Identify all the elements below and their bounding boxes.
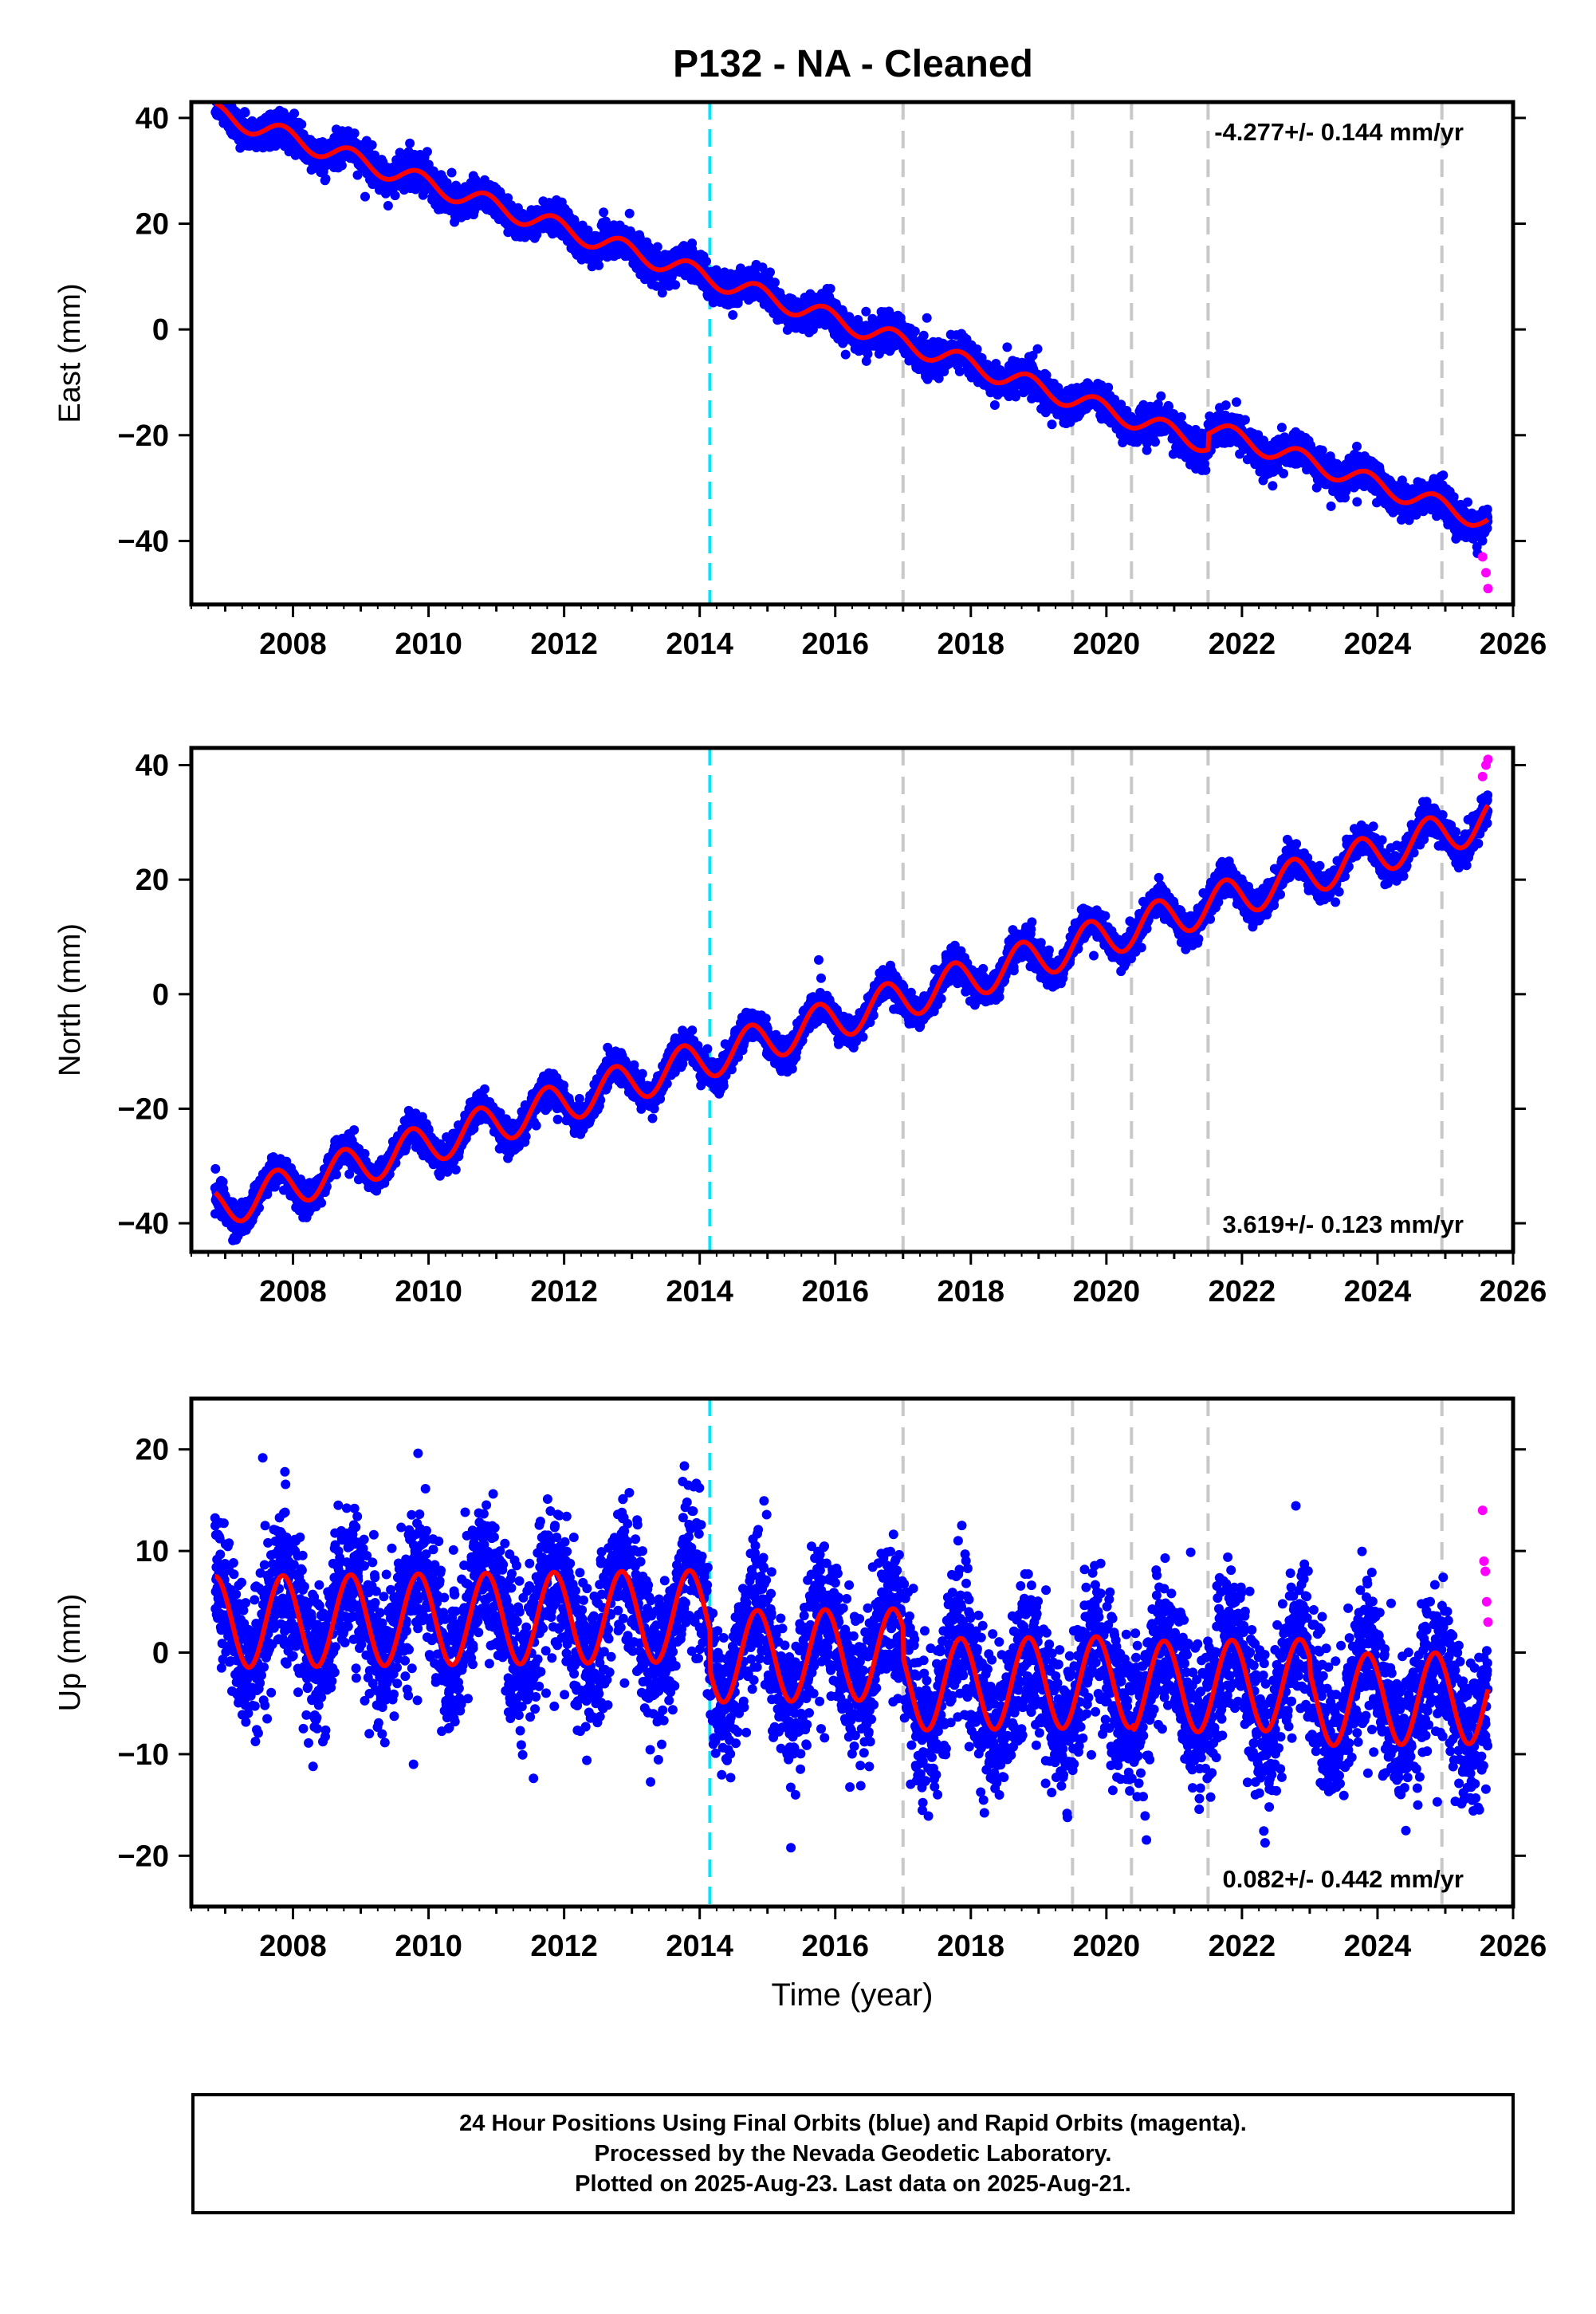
east-point: [395, 148, 405, 158]
east-point: [240, 108, 250, 118]
east-point: [215, 90, 225, 100]
east-point: [405, 138, 415, 148]
east-point: [320, 174, 331, 184]
east-point: [1276, 423, 1287, 433]
east-point: [297, 120, 307, 129]
east-point: [336, 160, 347, 171]
east-point: [360, 191, 370, 202]
east-point: [446, 167, 457, 178]
east-point: [910, 326, 920, 336]
east-point: [1103, 382, 1114, 392]
east-point: [922, 313, 932, 323]
east-point: [840, 349, 851, 360]
east-point: [532, 230, 542, 240]
east-point: [599, 207, 609, 218]
east-point: [422, 147, 432, 157]
east-point: [213, 89, 222, 98]
east-point: [352, 170, 363, 180]
east-point: [429, 167, 439, 178]
east-point: [1232, 397, 1241, 407]
east-point: [503, 193, 513, 203]
east-point: [1150, 437, 1160, 447]
east-point: [212, 86, 222, 96]
east-point: [1156, 391, 1166, 401]
east-point: [989, 400, 1000, 410]
east-point: [670, 280, 681, 290]
east-point: [211, 89, 221, 98]
east-point: [825, 284, 835, 293]
panel-east: 2008 2010 2012 2014 2016 2018 2020 2022 2024 2026…: [53, 77, 1547, 661]
east-point: [383, 201, 393, 211]
east-point: [1268, 481, 1278, 491]
east-data-layer: [210, 77, 1493, 604]
east-point: [1176, 411, 1186, 422]
east-point: [1032, 344, 1043, 354]
chart-title: P132 - NA - Cleaned: [673, 43, 1033, 85]
east-point: [918, 330, 929, 340]
east-point: [863, 348, 873, 359]
east-point: [861, 306, 871, 317]
east-point: [652, 242, 662, 252]
east-point: [1279, 468, 1288, 478]
east-point: [765, 267, 775, 277]
east-point: [1221, 400, 1231, 411]
east-point: [728, 310, 738, 320]
east-point: [289, 108, 300, 119]
east-point: [367, 140, 377, 150]
east-point: [1240, 415, 1250, 425]
east-point: [1201, 465, 1211, 475]
east-point: [702, 256, 711, 266]
east-point: [1002, 342, 1012, 352]
east-point: [770, 277, 780, 288]
east-point: [210, 77, 220, 86]
east-point: [390, 191, 400, 201]
east-final-points: [210, 77, 1493, 558]
east-point: [1047, 419, 1057, 430]
east-point: [214, 91, 224, 100]
east-point: [349, 128, 360, 139]
east-point: [624, 208, 635, 218]
east-point: [214, 86, 223, 96]
east-point: [213, 87, 222, 96]
